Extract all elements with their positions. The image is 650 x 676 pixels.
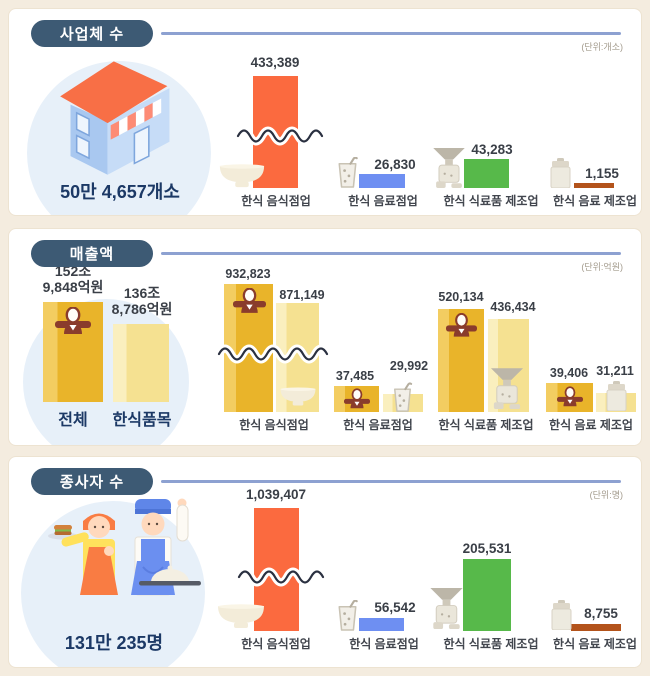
value-label: 1,155 (585, 166, 619, 181)
category-label: 한식 음료점업 (349, 637, 419, 651)
unit-label: (단위:억원) (581, 262, 623, 272)
value-label: 1,039,407 (245, 487, 307, 502)
bowl-icon (217, 164, 267, 189)
canister-icon (606, 380, 627, 412)
worker-icon (557, 386, 583, 407)
category-label: 한식 음식점업 (241, 637, 311, 651)
chefs-icon (39, 489, 209, 629)
cup-icon (392, 374, 413, 412)
total-value-label: 39,406 (549, 366, 589, 380)
value-bar (571, 624, 621, 631)
category-label: 한식 식료품 제조업 (438, 418, 534, 432)
unit-label: (단위:개소) (581, 42, 623, 52)
summary-value: 50만 4,657개소 (60, 182, 180, 202)
overview-total-label: 전체 (58, 412, 88, 429)
mill-icon (432, 147, 466, 189)
hansik-value-label: 436,434 (490, 300, 536, 314)
overview-hansik-value-line1: 136조 (123, 285, 161, 301)
section-title-badge: 매출액 (31, 240, 153, 267)
header-line (161, 480, 621, 483)
category-label: 한식 식료품 제조업 (443, 637, 539, 651)
hansik-value-label: 31,211 (596, 364, 634, 378)
axis-break-wave (235, 567, 327, 587)
value-label: 433,389 (250, 55, 300, 70)
category-label: 한식 음료 제조업 (553, 637, 637, 651)
total-value-label: 932,823 (225, 267, 271, 281)
axis-break-wave (234, 126, 326, 146)
category-label: 한식 음료 제조업 (549, 418, 633, 432)
worker-icon (344, 388, 370, 409)
overview-hansik-bar (113, 324, 169, 402)
overview-hansik-value-line2: 8,786억원 (111, 301, 173, 317)
section-title-badge: 종사자 수 (31, 468, 153, 495)
value-label: 205,531 (462, 541, 512, 556)
category-label: 한식 음료 제조업 (553, 194, 637, 208)
category-label: 한식 음료점업 (343, 418, 413, 432)
value-bar (463, 559, 511, 631)
value-label: 56,542 (374, 600, 416, 615)
canister-icon (550, 158, 571, 189)
mill-icon (490, 366, 524, 410)
value-label: 26,830 (374, 157, 416, 172)
canister-icon (551, 599, 572, 631)
value-label: 8,755 (584, 606, 618, 621)
worker-icon (55, 306, 91, 334)
category-label: 한식 음식점업 (241, 194, 311, 208)
category-label: 한식 식료품 제조업 (443, 194, 539, 208)
cup-icon (336, 156, 359, 188)
value-bar (574, 183, 614, 188)
summary-value: 131만 235명 (64, 633, 164, 653)
bowl-icon (279, 386, 317, 407)
section-workers: 종사자 수 (단위:명) 131만 235명 1,039,407 한식 음식점업… (8, 456, 642, 668)
header-line (161, 32, 621, 35)
hansik-value-label: 871,149 (279, 288, 325, 302)
overview-total-value: 152조 9,848억원 (43, 263, 104, 295)
value-bar (359, 174, 405, 188)
total-value-label: 37,485 (335, 369, 375, 383)
hansik-value-label: 29,992 (389, 359, 429, 373)
category-label: 한식 음료점업 (348, 194, 418, 208)
category-label: 한식 음식점업 (239, 418, 309, 432)
cup-icon (336, 599, 359, 631)
worker-icon (446, 312, 477, 337)
overview-total-value-line1: 152조 (54, 263, 92, 279)
section-businesses: 사업체 수 (단위:개소) 50만 4,657개소 433,389 한식 음식점… (8, 8, 642, 216)
unit-label: (단위:명) (589, 490, 623, 500)
overview-total-value-line2: 9,848억원 (42, 279, 104, 295)
axis-break-wave (215, 344, 331, 364)
store-icon (54, 59, 188, 175)
header-line (161, 252, 621, 255)
section-sales: 매출액 (단위:억원) 152조 9,848억원 136조 8,786억원 전체… (8, 228, 642, 446)
worker-icon (233, 287, 266, 313)
overview-hansik-value: 136조 8,786억원 (112, 285, 173, 317)
bowl-icon (215, 604, 267, 630)
section-title-badge: 사업체 수 (31, 20, 153, 47)
total-value-label: 520,134 (438, 290, 484, 304)
value-bar (464, 159, 509, 188)
value-bar (359, 618, 404, 631)
value-label: 43,283 (471, 142, 513, 157)
mill-icon (429, 587, 464, 630)
overview-hansik-label: 한식품목 (112, 412, 172, 429)
